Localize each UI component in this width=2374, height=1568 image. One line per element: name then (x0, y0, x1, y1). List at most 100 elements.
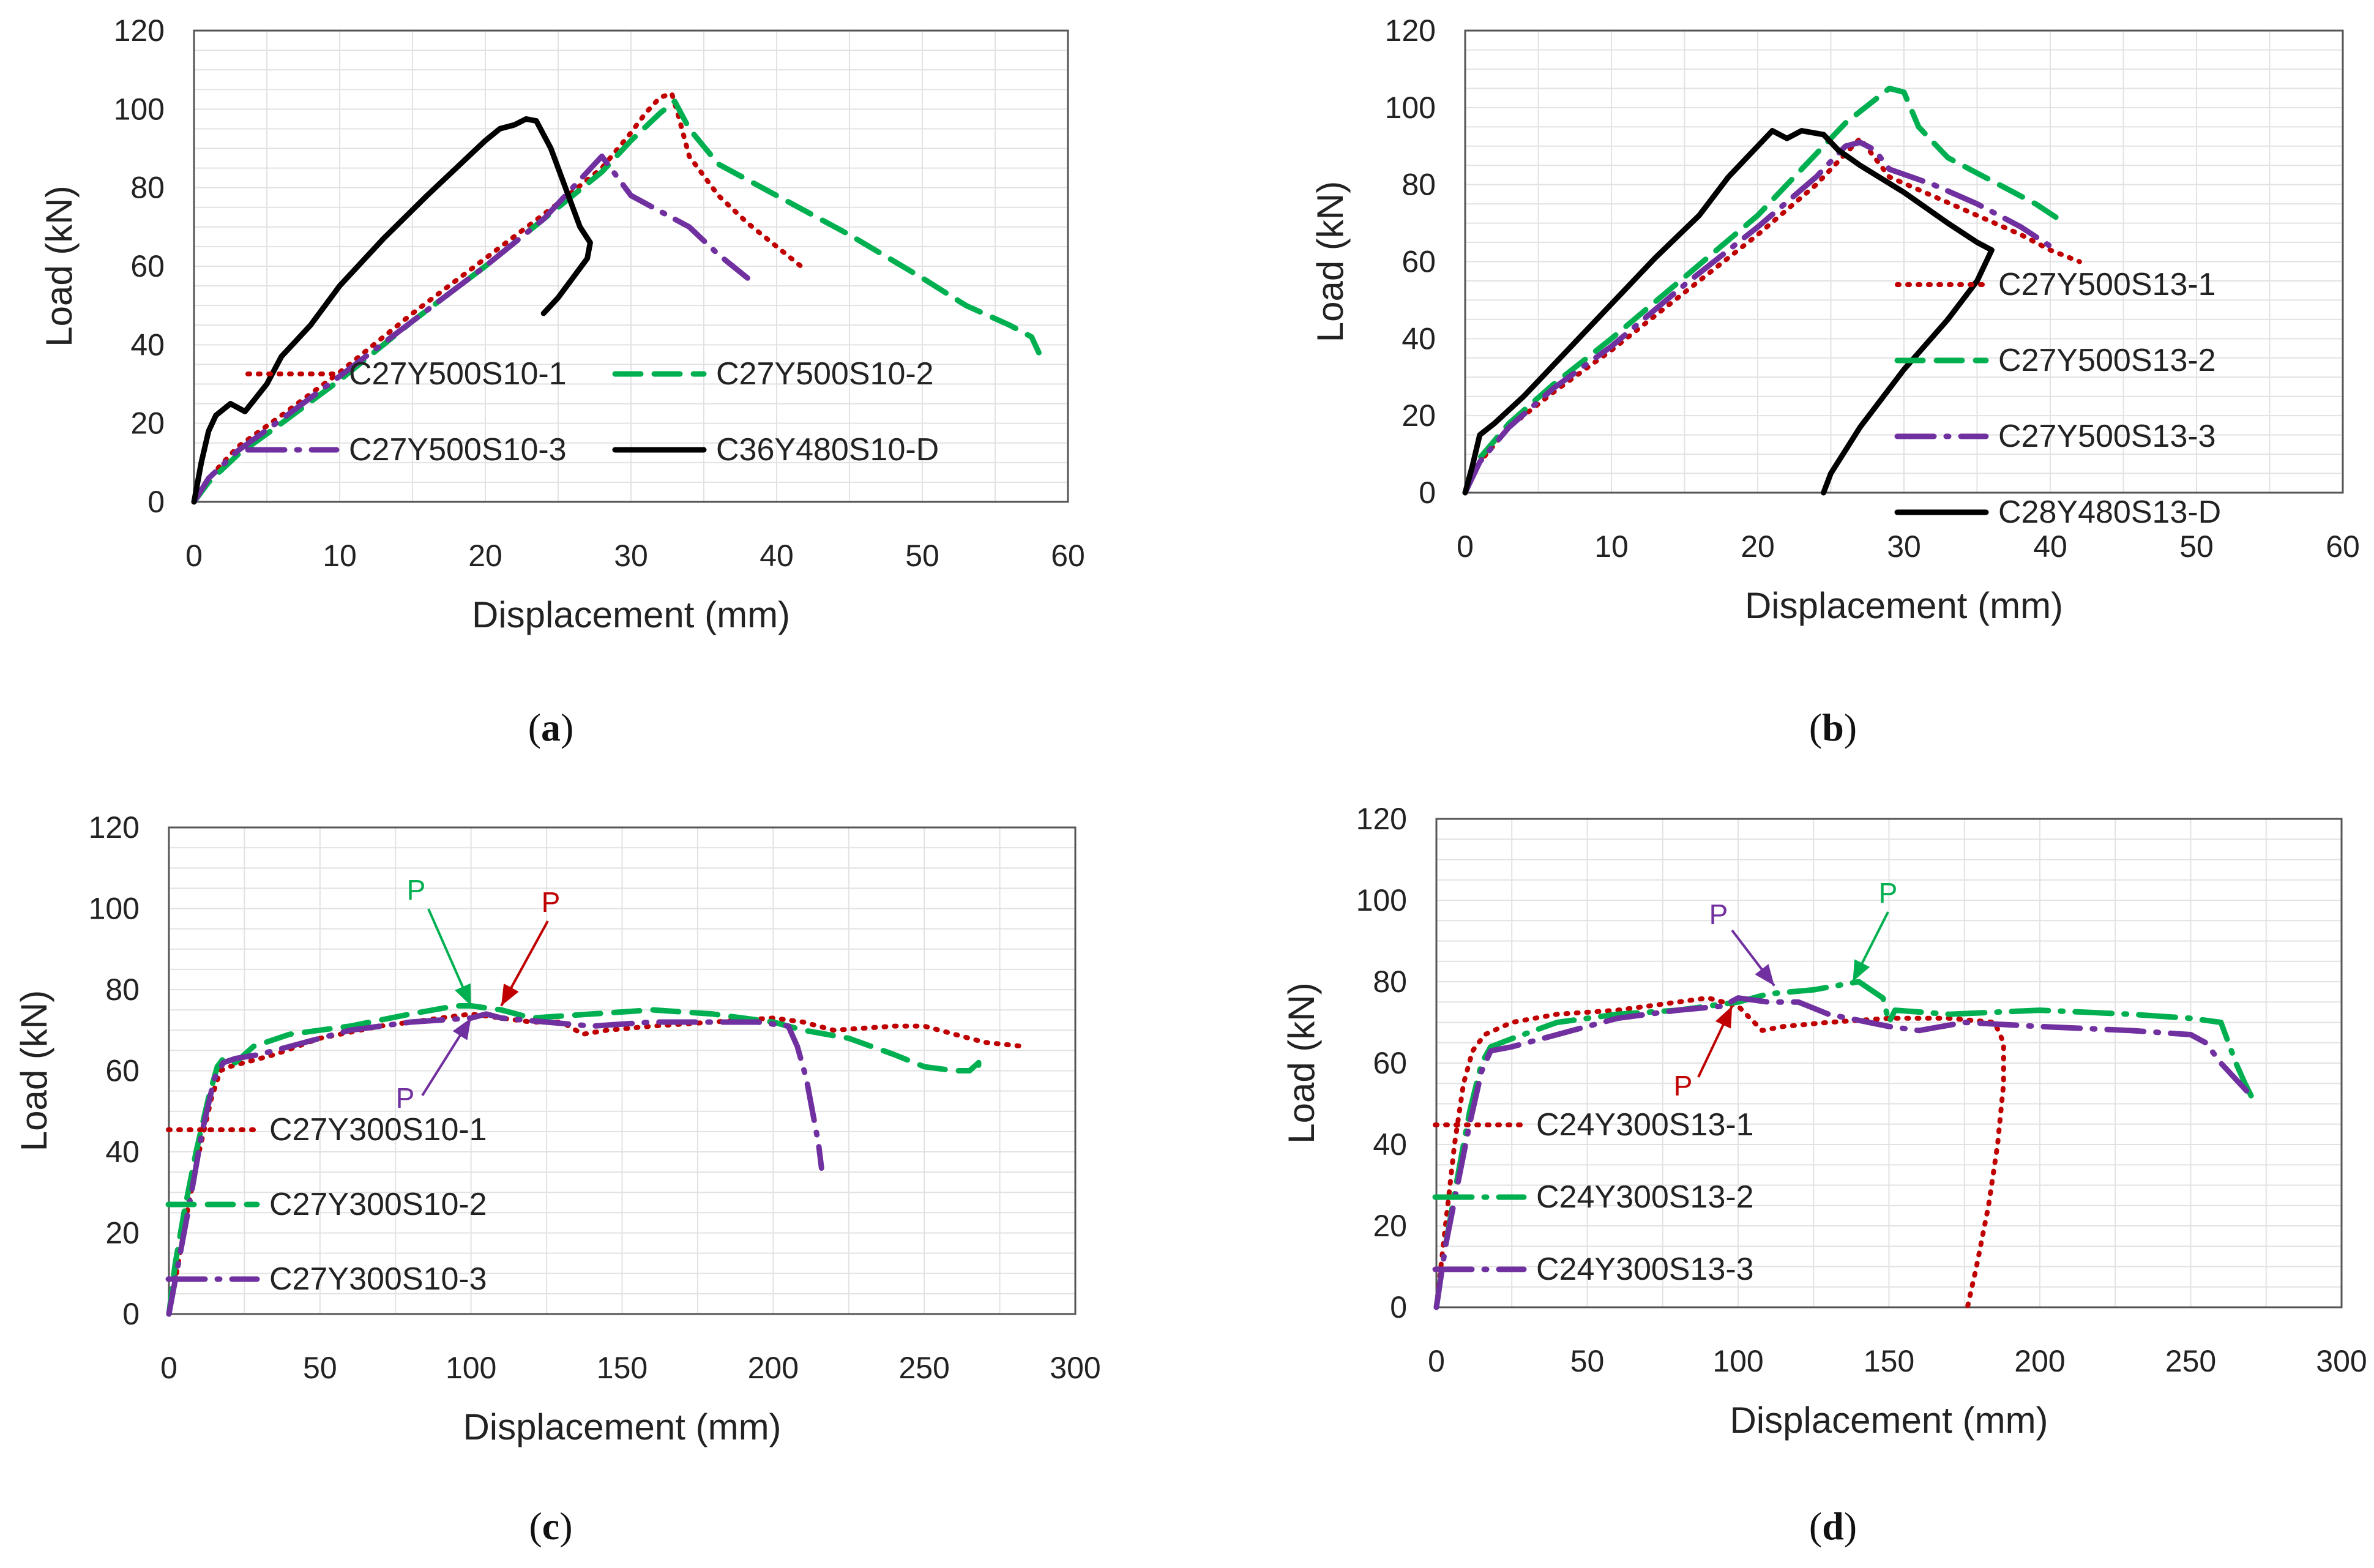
panel-caption: (a) (528, 706, 574, 749)
y-tick-label: 20 (1402, 398, 1436, 433)
x-axis-label: Displacement (mm) (1745, 585, 2063, 626)
legend-label: C28Y480S13-D (1998, 495, 2221, 530)
plot-area (1435, 818, 2343, 1309)
panel-a-chart: 0 10 20 30 40 50 60 0 20 40 60 80 100 120 Displacement… (39, 13, 1085, 749)
plot-area (168, 826, 1077, 1315)
x-tick-label: 10 (1594, 529, 1629, 564)
annotation-arrowhead (1715, 1006, 1733, 1029)
y-tick-label: 0 (1419, 476, 1436, 510)
y-axis-label: Load (kN) (39, 185, 80, 346)
x-tick-label: 20 (1741, 529, 1775, 564)
series-line-C27Y500S10-1 (192, 91, 808, 504)
y-tick-label: 40 (130, 327, 165, 362)
y-axis-label: Load (kN) (1281, 982, 1322, 1143)
annotation-arrowhead (1755, 964, 1775, 986)
annotation-arrowhead (501, 983, 519, 1006)
annotation-label: P (396, 1082, 415, 1114)
y-tick-label: 40 (1402, 321, 1436, 356)
y-tick-label: 0 (1390, 1290, 1407, 1324)
legend-label: C24Y300S13-3 (1536, 1252, 1754, 1287)
plot-area (193, 29, 1069, 503)
annotation-label: P (542, 886, 561, 918)
legend: C24Y300S13-1 C24Y300S13-2 C24Y300S13-3 (1432, 1107, 1754, 1287)
x-tick-label: 50 (2179, 529, 2214, 564)
y-tick-label: 120 (1356, 802, 1407, 836)
series-line-C27Y500S13-2 (1462, 85, 2068, 496)
annotation-p: P (396, 1017, 472, 1114)
legend-label: C27Y500S10-1 (349, 356, 567, 392)
legend-label: C27Y500S13-2 (1998, 343, 2216, 378)
annotation-p: P (407, 874, 472, 1007)
annotation-p: P (500, 886, 561, 1007)
legend-label: C27Y300S10-3 (269, 1261, 487, 1297)
panel-caption: (d) (1809, 1504, 1857, 1548)
x-tick-label: 250 (898, 1351, 949, 1385)
x-tick-label: 300 (2316, 1344, 2367, 1378)
x-tick-label: 20 (468, 539, 502, 573)
gridlines (194, 31, 1068, 502)
y-tick-label: 60 (1402, 245, 1436, 279)
annotation-label: P (1879, 877, 1898, 909)
annotation-p: P (1674, 1006, 1733, 1102)
x-tick-label: 150 (597, 1351, 648, 1385)
annotation-label: P (1674, 1070, 1693, 1102)
series-line-C24Y300S13-2 (1433, 979, 2254, 1310)
annotation-p: P (1709, 898, 1775, 987)
x-tick-label: 0 (1428, 1344, 1445, 1378)
series-line-C28Y480S13-D (1462, 128, 1995, 496)
y-tick-label: 20 (105, 1216, 140, 1250)
legend: C27Y500S10-1 C27Y500S10-2 C27Y500S10-3 C36Y… (245, 356, 939, 468)
x-tick-label: 100 (1712, 1344, 1763, 1378)
series-line-C27Y500S13-3 (1462, 140, 2053, 496)
y-tick-label: 120 (114, 13, 165, 48)
legend-label: C24Y300S13-2 (1536, 1179, 1754, 1215)
panel-caption: (c) (529, 1504, 572, 1548)
series-line-C24Y300S13-1 (1434, 995, 2006, 1310)
legend-label: C27Y500S13-1 (1998, 267, 2216, 302)
legend-label: C27Y300S10-1 (269, 1112, 487, 1148)
y-tick-label: 100 (89, 892, 140, 926)
annotation-arrowhead (452, 1018, 471, 1040)
x-tick-label: 150 (1864, 1344, 1914, 1378)
y-tick-label: 80 (105, 973, 140, 1007)
x-tick-label: 0 (185, 539, 203, 573)
x-axis-label: Displacement (mm) (463, 1406, 781, 1447)
annotation-label: P (407, 874, 426, 906)
x-tick-label: 60 (2326, 529, 2360, 564)
series-line-C27Y300S10-3 (166, 1011, 824, 1317)
x-tick-label: 50 (303, 1351, 337, 1385)
x-axis-label: Displacement (mm) (1730, 1400, 2048, 1441)
panel-b-chart: 0 10 20 30 40 50 60 0 20 40 60 80 100 120 Displacement… (1310, 13, 2360, 749)
y-tick-label: 60 (130, 249, 165, 283)
y-tick-label: 0 (122, 1297, 140, 1331)
x-tick-label: 200 (2014, 1344, 2065, 1378)
y-tick-label: 120 (1385, 13, 1436, 48)
y-tick-label: 80 (1373, 965, 1407, 999)
annotation-p: P (1851, 877, 1898, 982)
annotation-arrowhead (1853, 959, 1870, 982)
y-tick-label: 60 (1373, 1046, 1407, 1080)
y-axis-label: Load (kN) (13, 990, 54, 1151)
x-tick-label: 0 (1457, 529, 1474, 564)
legend-label: C27Y300S10-2 (269, 1187, 487, 1222)
y-tick-label: 60 (105, 1054, 140, 1088)
y-tick-label: 40 (1373, 1127, 1407, 1162)
y-tick-label: 20 (1373, 1209, 1407, 1243)
annotation-label: P (1709, 898, 1728, 930)
panel-c-chart: 0 50 100 150 200 250 300 0 20 40 60 80 100 120 Displac… (13, 810, 1101, 1548)
y-tick-label: 80 (130, 171, 165, 205)
series-line-C36Y480S10-D (191, 116, 593, 505)
annotation-arrowhead (455, 983, 471, 1006)
y-tick-label: 80 (1402, 168, 1436, 202)
x-tick-label: 30 (1887, 529, 1921, 564)
x-tick-label: 50 (905, 539, 939, 573)
legend-label: C36Y480S10-D (716, 432, 939, 468)
legend: C27Y300S10-1 C27Y300S10-2 C27Y300S10-3 (165, 1112, 487, 1297)
series-line-C27Y300S10-2 (166, 1003, 982, 1317)
series-line-C27Y500S10-2 (191, 99, 1042, 505)
legend-label: C27Y500S13-3 (1998, 419, 2216, 454)
x-tick-label: 300 (1050, 1351, 1100, 1385)
legend-label: C24Y300S13-1 (1536, 1107, 1754, 1143)
x-tick-label: 40 (760, 539, 794, 573)
